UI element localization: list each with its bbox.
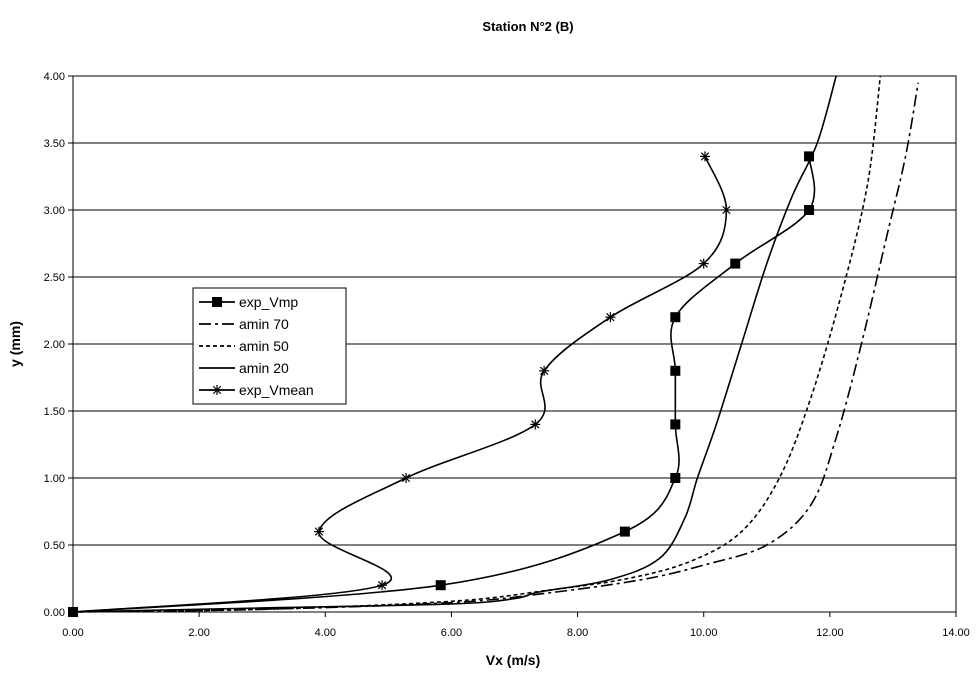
x-axis-title: Vx (m/s) <box>486 652 540 668</box>
data-point <box>804 151 815 162</box>
data-point <box>698 258 709 269</box>
data-point <box>377 580 388 591</box>
data-point <box>804 205 815 215</box>
data-point <box>530 419 541 430</box>
legend-label: exp_Vmp <box>239 294 298 310</box>
x-tick-label: 4.00 <box>315 627 336 639</box>
data-point <box>670 419 681 430</box>
legend-label: amin 50 <box>239 338 289 354</box>
x-tick-label: 6.00 <box>441 627 462 639</box>
series-line-amin-20 <box>72 75 837 613</box>
series-layer <box>68 75 919 617</box>
y-tick-label: 4.00 <box>44 71 65 83</box>
y-tick-label: 2.50 <box>44 272 65 284</box>
legend-box <box>192 287 347 405</box>
series-amin-70 <box>72 82 919 613</box>
series-exp-vmean <box>68 151 732 617</box>
data-point <box>605 312 616 323</box>
x-tick-label: 0.00 <box>62 627 83 639</box>
legend-label: exp_Vmean <box>239 382 314 398</box>
y-tick-label: 3.50 <box>44 138 65 150</box>
data-point <box>670 365 681 376</box>
chart-title: Station N°2 (B) <box>482 19 573 34</box>
x-tick-label: 10.00 <box>690 627 718 639</box>
data-point <box>68 607 78 617</box>
x-tick-label: 8.00 <box>567 627 588 639</box>
series-exp-vmp <box>68 151 816 617</box>
legend-item: amin 50 <box>199 338 289 354</box>
x-axis: 0.00 2.00 4.00 6.00 8.00 10.00 12.00 14.00 <box>62 612 970 639</box>
y-axis: 0.00 0.50 1.00 1.50 2.00 2.50 3.00 3.50 4.00 <box>44 71 73 619</box>
series-line-exp-vmp <box>72 156 816 613</box>
series-line-exp-vmean <box>72 156 728 613</box>
legend-item: amin 20 <box>199 360 289 376</box>
y-tick-label: 0.50 <box>44 540 65 552</box>
data-point <box>435 580 446 591</box>
series-amin-20 <box>72 75 837 613</box>
legend-marker <box>212 385 222 395</box>
legend-item: amin 70 <box>199 316 289 332</box>
series-amin-50 <box>72 75 882 613</box>
x-tick-label: 14.00 <box>942 627 970 639</box>
legend-item: exp_Vmean <box>199 382 314 398</box>
data-point <box>670 473 681 483</box>
x-tick-label: 2.00 <box>188 627 209 639</box>
data-point <box>670 312 681 323</box>
y-tick-label: 0.00 <box>44 607 65 619</box>
series-line-amin-50 <box>72 75 882 613</box>
y-tick-label: 2.00 <box>44 339 65 351</box>
data-point <box>539 365 550 376</box>
y-tick-label: 1.50 <box>44 406 65 418</box>
y-tick-label: 1.00 <box>44 473 65 485</box>
data-point <box>730 258 741 269</box>
data-point <box>619 526 630 537</box>
legend-marker <box>212 297 222 307</box>
data-point <box>313 526 324 537</box>
series-line-amin-70 <box>72 82 919 613</box>
legend-label: amin 20 <box>239 360 289 376</box>
legend-item: exp_Vmp <box>199 294 298 310</box>
data-point <box>699 151 710 162</box>
y-axis-title: y (mm) <box>7 321 23 367</box>
x-tick-label: 12.00 <box>816 627 844 639</box>
data-point <box>401 473 412 483</box>
y-tick-label: 3.00 <box>44 205 65 217</box>
legend-label: amin 70 <box>239 316 289 332</box>
data-point <box>721 205 732 215</box>
